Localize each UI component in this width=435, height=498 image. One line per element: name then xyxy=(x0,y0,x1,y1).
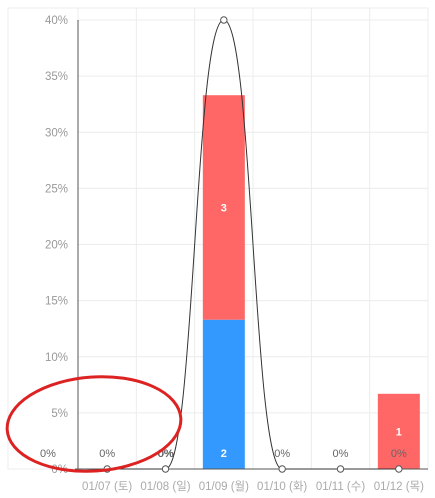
bar-value-label: 3 xyxy=(221,202,227,214)
bar-segment xyxy=(377,393,420,469)
line-point-label: 0% xyxy=(333,448,349,460)
highlight-ellipse-annotation xyxy=(5,375,183,473)
line-point xyxy=(161,465,170,473)
line-point-label: 0% xyxy=(274,448,290,460)
line-point xyxy=(395,465,403,473)
y-tick-label: 40% xyxy=(45,15,68,27)
x-tick-label: 01/08 (일) xyxy=(140,479,190,493)
bar-value-label: 2 xyxy=(221,448,227,460)
y-tick-label: 20% xyxy=(45,240,68,252)
x-tick-label: 01/10 (화) xyxy=(257,480,307,493)
y-tick-label: 35% xyxy=(45,71,68,83)
y-tick-label: 10% xyxy=(45,352,68,364)
line-point-label: 0% xyxy=(391,448,407,460)
outer-zero-label: 0% xyxy=(40,448,56,460)
line-series xyxy=(77,19,399,472)
y-tick-label: 25% xyxy=(45,183,68,195)
bar-segment xyxy=(202,95,245,320)
line-point xyxy=(220,16,228,24)
y-tick-label: 15% xyxy=(45,296,68,308)
line-point-label: 0% xyxy=(99,448,115,460)
line-point xyxy=(336,465,345,473)
x-tick-label: 01/09 (월) xyxy=(199,480,249,493)
x-tick-label: 01/11 (수) xyxy=(316,480,366,493)
y-tick-label: 30% xyxy=(45,127,68,139)
y-tick-label: 5% xyxy=(51,408,68,420)
x-tick-label: 01/07 (토) xyxy=(82,481,132,493)
bar-value-label: 1 xyxy=(396,426,402,438)
line-point xyxy=(278,465,286,473)
x-tick-label: 01/12 (목) xyxy=(374,480,424,493)
bar-segment xyxy=(202,319,245,469)
